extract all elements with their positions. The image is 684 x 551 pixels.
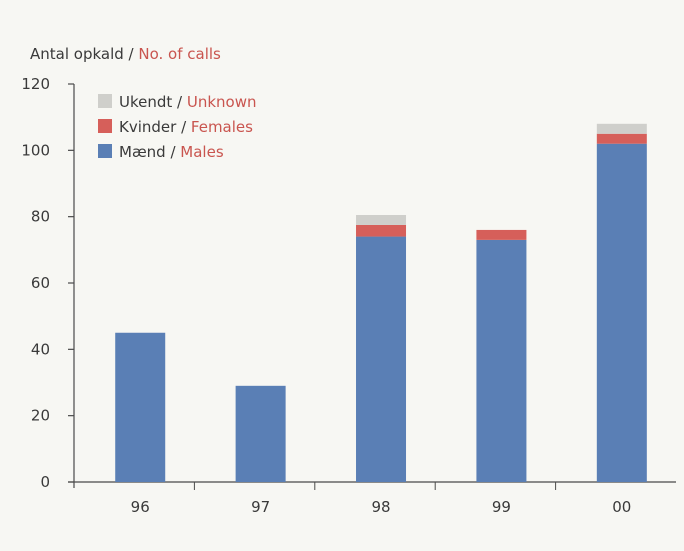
y-tick-label: 60 xyxy=(31,274,50,292)
legend-label-unknown: Ukendt / Unknown xyxy=(119,93,257,111)
bar-segment-females xyxy=(476,229,527,240)
bar-segment-females xyxy=(596,133,647,144)
axes: 0 20 40 60 80 100 120 96 97 98 99 00 xyxy=(21,75,676,516)
y-axis-title-english: No. of calls xyxy=(138,45,221,63)
x-tick-label: 00 xyxy=(612,498,631,516)
bar-segment-males xyxy=(115,332,166,482)
y-axis-title-danish: Antal opkald xyxy=(30,45,124,63)
x-tick-label: 99 xyxy=(492,498,511,516)
legend-swatch-males xyxy=(98,144,112,158)
y-tick-label: 80 xyxy=(31,208,50,226)
legend-swatch-unknown xyxy=(98,94,112,108)
y-axis-title: Antal opkald / No. of calls xyxy=(30,45,221,63)
legend-swatch-females xyxy=(98,119,112,133)
bar-segment-males xyxy=(356,236,407,482)
x-tick-label: 97 xyxy=(251,498,270,516)
bar-segment-males xyxy=(235,385,286,482)
legend: Ukendt / Unknown Kvinder / Females Mænd / … xyxy=(98,93,257,161)
y-tick-label: 120 xyxy=(21,75,50,93)
bar-segment-unknown xyxy=(596,123,647,134)
bars xyxy=(115,123,647,482)
y-tick-label: 20 xyxy=(31,407,50,425)
bar-segment-males xyxy=(476,239,527,482)
x-tick-label: 96 xyxy=(131,498,150,516)
y-tick-label: 0 xyxy=(40,473,50,491)
bar-segment-males xyxy=(596,143,647,482)
y-axis-title-separator: / xyxy=(124,45,139,63)
bar-segment-females xyxy=(356,224,407,237)
x-tick-label: 98 xyxy=(371,498,390,516)
y-tick-label: 40 xyxy=(31,340,50,358)
legend-label-males: Mænd / Males xyxy=(119,143,224,161)
legend-label-females: Kvinder / Females xyxy=(119,118,253,136)
y-tick-label: 100 xyxy=(21,141,50,159)
bar-segment-unknown xyxy=(356,215,407,225)
